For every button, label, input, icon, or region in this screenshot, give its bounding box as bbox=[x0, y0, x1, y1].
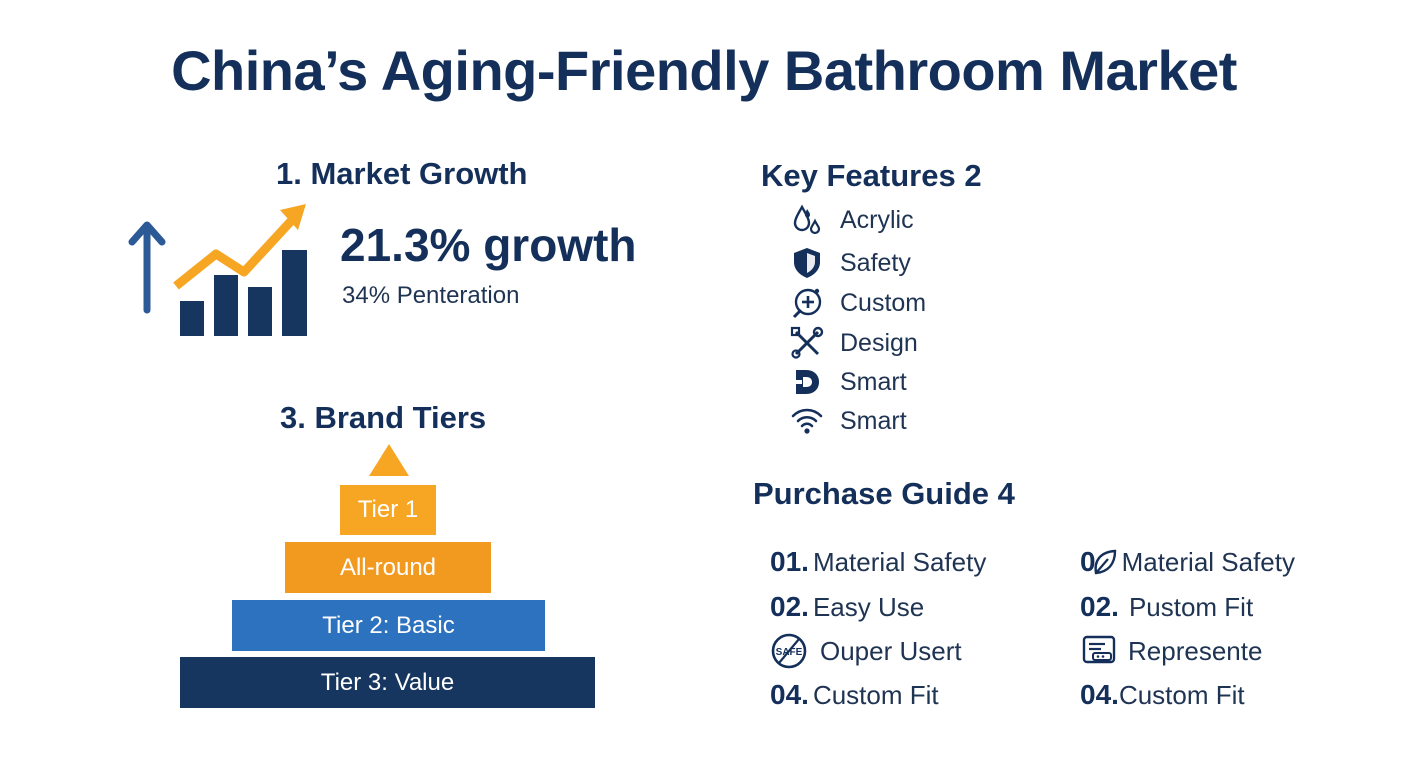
guide-item: 01. Material Safety bbox=[770, 542, 986, 582]
feature-item: Smart bbox=[788, 403, 907, 439]
guide-label: Pustom Fit bbox=[1128, 591, 1254, 622]
shield-icon bbox=[788, 245, 826, 281]
custom-plus-icon bbox=[788, 285, 826, 321]
tier-1: Tier 1 bbox=[340, 485, 436, 535]
growth-value: 21.3% growth bbox=[340, 219, 637, 271]
guide-label: Material Safety bbox=[812, 546, 987, 577]
guide-number: 02. bbox=[770, 591, 809, 622]
guide-item: 02. Pustom Fit bbox=[1080, 587, 1253, 627]
guide-label: Ouper Usert bbox=[820, 635, 962, 666]
guide-number: 02. bbox=[1080, 591, 1119, 622]
tier-peak-triangle-icon bbox=[367, 442, 411, 483]
guide-item: 04. Custom Fit bbox=[1080, 675, 1245, 715]
guide-label: Custom Fit bbox=[812, 679, 939, 710]
guide-label: Custom Fit bbox=[1118, 679, 1245, 710]
guide-label: Easy Use bbox=[812, 591, 925, 622]
guide-item: SAFE Ouper Usert bbox=[770, 631, 962, 671]
guide-label: Material Safety bbox=[1121, 546, 1295, 577]
feature-item: Acrylic bbox=[788, 202, 914, 238]
guide-number: 04. bbox=[770, 679, 809, 710]
guide-item: 04. Custom Fit bbox=[770, 675, 939, 715]
tier-3-value: Tier 3: Value bbox=[180, 657, 595, 708]
feature-label: Smart bbox=[840, 367, 907, 396]
purchase-guide-heading: Purchase Guide 4 bbox=[753, 476, 1015, 511]
control-panel-icon bbox=[1080, 632, 1118, 670]
key-features-heading: Key Features 2 bbox=[761, 158, 982, 193]
feature-item: Smart bbox=[788, 364, 907, 400]
leaf-icon bbox=[1090, 545, 1118, 579]
growth-chart-icon bbox=[120, 198, 320, 348]
penetration-value: 34% Penteration bbox=[342, 282, 520, 309]
feature-item: Design bbox=[788, 325, 918, 361]
guide-number: 04. bbox=[1080, 679, 1119, 710]
guide-item: 02. Easy Use bbox=[770, 587, 924, 627]
feature-item: Safety bbox=[788, 245, 911, 281]
guide-item: Represente bbox=[1080, 631, 1262, 671]
brand-tiers-heading: 3. Brand Tiers bbox=[280, 400, 487, 435]
tier-2-basic: Tier 2: Basic bbox=[232, 600, 545, 651]
feature-item: Custom bbox=[788, 285, 926, 321]
feature-label: Safety bbox=[840, 248, 911, 277]
safe-badge-icon: SAFE bbox=[770, 632, 808, 670]
tier-all-round: All-round bbox=[285, 542, 491, 593]
market-growth-heading: 1. Market Growth bbox=[276, 156, 528, 191]
guide-number: 01. bbox=[770, 546, 809, 577]
water-drops-icon bbox=[788, 202, 826, 238]
feature-label: Design bbox=[840, 328, 918, 357]
guide-label: Represente bbox=[1128, 635, 1263, 666]
guide-number: 0 bbox=[1080, 546, 1096, 577]
guide-item: 0 Material Safety bbox=[1080, 542, 1295, 582]
feature-label: Acrylic bbox=[840, 205, 914, 234]
page-title: China’s Aging-Friendly Bathroom Market bbox=[171, 39, 1237, 102]
tools-icon bbox=[788, 325, 826, 361]
d-logo-icon bbox=[788, 364, 826, 400]
feature-label: Smart bbox=[840, 406, 907, 435]
feature-label: Custom bbox=[840, 288, 927, 317]
wifi-icon bbox=[788, 403, 826, 439]
